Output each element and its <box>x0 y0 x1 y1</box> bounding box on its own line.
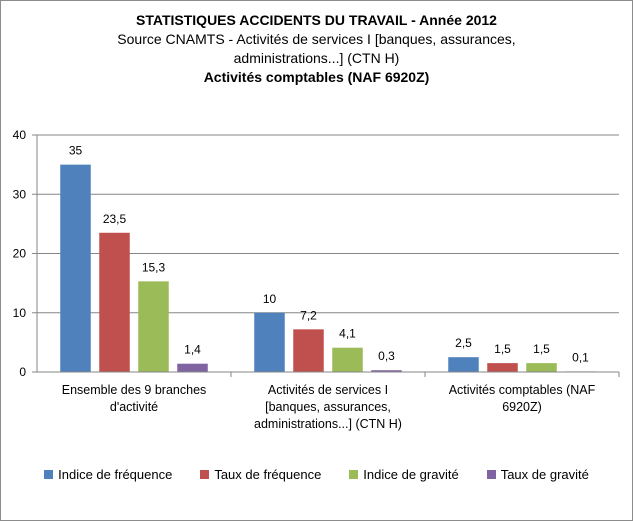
bar-data-label: 4,1 <box>339 327 356 341</box>
bar <box>177 363 208 372</box>
chart-subtitle-line-1: Source CNAMTS - Activités de services I … <box>117 31 516 47</box>
x-category-label: 6920Z) <box>502 400 542 414</box>
bar-data-label: 7,2 <box>300 308 317 322</box>
chart-legend: Indice de fréquence Taux de fréquence Indi… <box>1 467 632 482</box>
bar-data-label: 2,5 <box>455 336 472 350</box>
bar-data-label: 10 <box>263 292 277 306</box>
y-tick-label: 40 <box>13 128 27 142</box>
y-tick-label: 30 <box>13 187 27 201</box>
y-tick-label: 0 <box>19 365 26 379</box>
bar <box>138 281 169 372</box>
x-category-label: Ensemble des 9 branches <box>62 383 207 397</box>
legend-item: Taux de fréquence <box>200 467 321 482</box>
bar <box>60 164 91 372</box>
bar <box>99 232 130 372</box>
x-category-label: administrations...] (CTN H) <box>254 417 402 431</box>
bar <box>332 347 363 372</box>
legend-item: Indice de gravité <box>349 467 459 482</box>
bar <box>254 312 285 372</box>
legend-swatch <box>349 470 359 479</box>
x-category-label: [banques, assurances, <box>265 400 391 414</box>
bar <box>293 329 324 372</box>
bar-data-label: 0,3 <box>378 349 395 363</box>
bar-data-label: 1,5 <box>533 342 550 356</box>
legend-swatch <box>200 470 210 479</box>
bar <box>487 363 518 372</box>
chart-title: STATISTIQUES ACCIDENTS DU TRAVAIL - Anné… <box>136 12 497 28</box>
bar <box>526 363 557 372</box>
bar <box>448 357 479 372</box>
bar-data-label: 35 <box>69 144 83 158</box>
x-category-label: Activités comptables (NAF <box>449 383 596 397</box>
legend-label: Indice de gravité <box>363 467 459 482</box>
legend-item: Taux de gravité <box>486 467 589 482</box>
x-category-label: Activités de services I <box>268 383 388 397</box>
chart-subtitle-bold: Activités comptables (NAF 6920Z) <box>203 69 430 85</box>
bar-data-label: 23,5 <box>103 212 127 226</box>
y-tick-label: 20 <box>13 247 27 261</box>
x-category-label: d'activité <box>110 400 158 414</box>
bar <box>371 370 402 372</box>
chart-header: STATISTIQUES ACCIDENTS DU TRAVAIL - Anné… <box>1 11 632 87</box>
y-tick-label: 10 <box>13 306 27 320</box>
legend-label: Taux de fréquence <box>214 467 322 482</box>
legend-label: Indice de fréquence <box>58 467 173 482</box>
legend-swatch <box>486 470 496 479</box>
chart-subtitle-line-2: administrations...] (CTN H) <box>233 50 400 66</box>
legend-label: Taux de gravité <box>500 467 589 482</box>
bar-data-label: 0,1 <box>572 350 589 364</box>
bar-data-label: 1,4 <box>184 343 201 357</box>
bar-data-label: 15,3 <box>142 260 166 274</box>
legend-swatch <box>44 470 54 479</box>
bar-data-label: 1,5 <box>494 342 511 356</box>
legend-item: Indice de fréquence <box>44 467 172 482</box>
